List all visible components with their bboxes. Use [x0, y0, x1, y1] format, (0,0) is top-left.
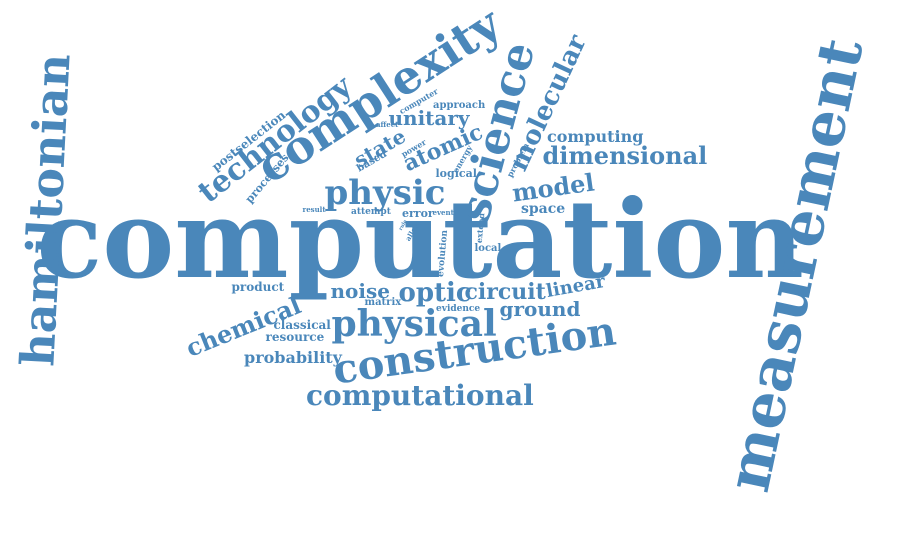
word-dimensional: dimensional: [542, 141, 708, 170]
word-computing: computing: [547, 127, 644, 146]
word-hamiltonian: hamiltonian: [9, 52, 81, 368]
word-space: space: [521, 201, 566, 217]
word-approach: approach: [433, 100, 486, 111]
word-physic: physic: [324, 173, 446, 213]
word-error: error: [402, 206, 434, 220]
word-classical: classical: [273, 318, 331, 332]
word-local: local: [474, 243, 502, 254]
word-resource: resource: [265, 330, 325, 344]
word-attempt: attempt: [351, 206, 391, 217]
word-optic: optic: [398, 278, 472, 308]
word-product: product: [231, 280, 285, 294]
word-computational: computational: [306, 379, 534, 412]
word-result: result: [302, 204, 326, 214]
word-event: event: [432, 207, 454, 217]
word-probability: probability: [244, 348, 342, 367]
word-affect: affect: [376, 119, 399, 129]
word-extend: extend: [473, 212, 487, 244]
word-physical: physical: [331, 303, 497, 345]
word-matrix: matrix: [364, 297, 402, 308]
word-evidence: evidence: [436, 303, 481, 314]
word-noise: noise: [330, 279, 390, 303]
word-logical: logical: [435, 166, 477, 180]
word-unitary: unitary: [388, 106, 470, 130]
word-circuit: circuit: [464, 279, 546, 305]
word-ground: ground: [499, 297, 581, 321]
word-computation: computation: [36, 177, 804, 303]
